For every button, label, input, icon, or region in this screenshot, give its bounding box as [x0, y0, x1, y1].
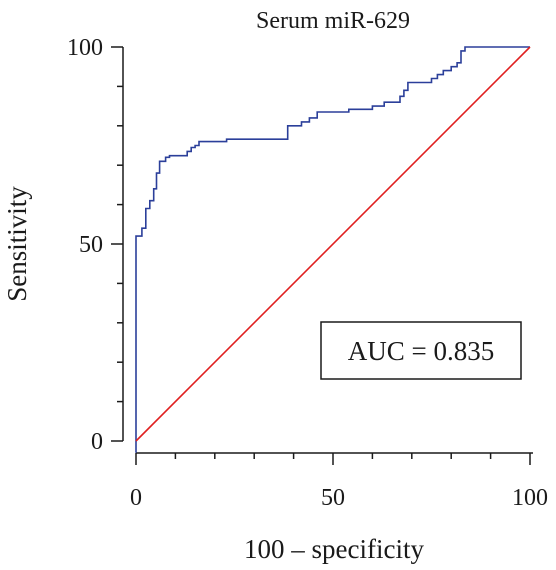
auc-box-border: [320, 321, 522, 380]
y-tick-label: 100: [67, 35, 103, 61]
auc-label: AUC = 0.835: [348, 336, 494, 366]
x-axis: 0 50 100: [130, 452, 548, 511]
reference-diagonal: [135, 46, 531, 442]
x-axis-label: 100 – specificity: [244, 534, 424, 564]
x-tick-label: 100: [512, 485, 548, 511]
y-tick-label: 50: [79, 232, 103, 258]
y-tick-label: 0: [91, 429, 103, 455]
chart-title: Serum miR-629: [256, 8, 410, 34]
series-layer: [135, 46, 531, 453]
auc-box: AUC = 0.835: [320, 321, 522, 380]
roc-curve: [135, 46, 530, 453]
x-tick-label: 0: [130, 485, 142, 511]
x-tick-label: 50: [321, 485, 345, 511]
y-axis: 0 50 100: [67, 35, 124, 455]
y-axis-label: Sensitivity: [2, 186, 32, 302]
